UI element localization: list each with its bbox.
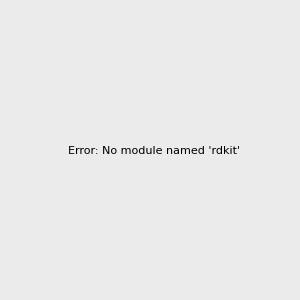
Text: Error: No module named 'rdkit': Error: No module named 'rdkit' bbox=[68, 146, 240, 157]
